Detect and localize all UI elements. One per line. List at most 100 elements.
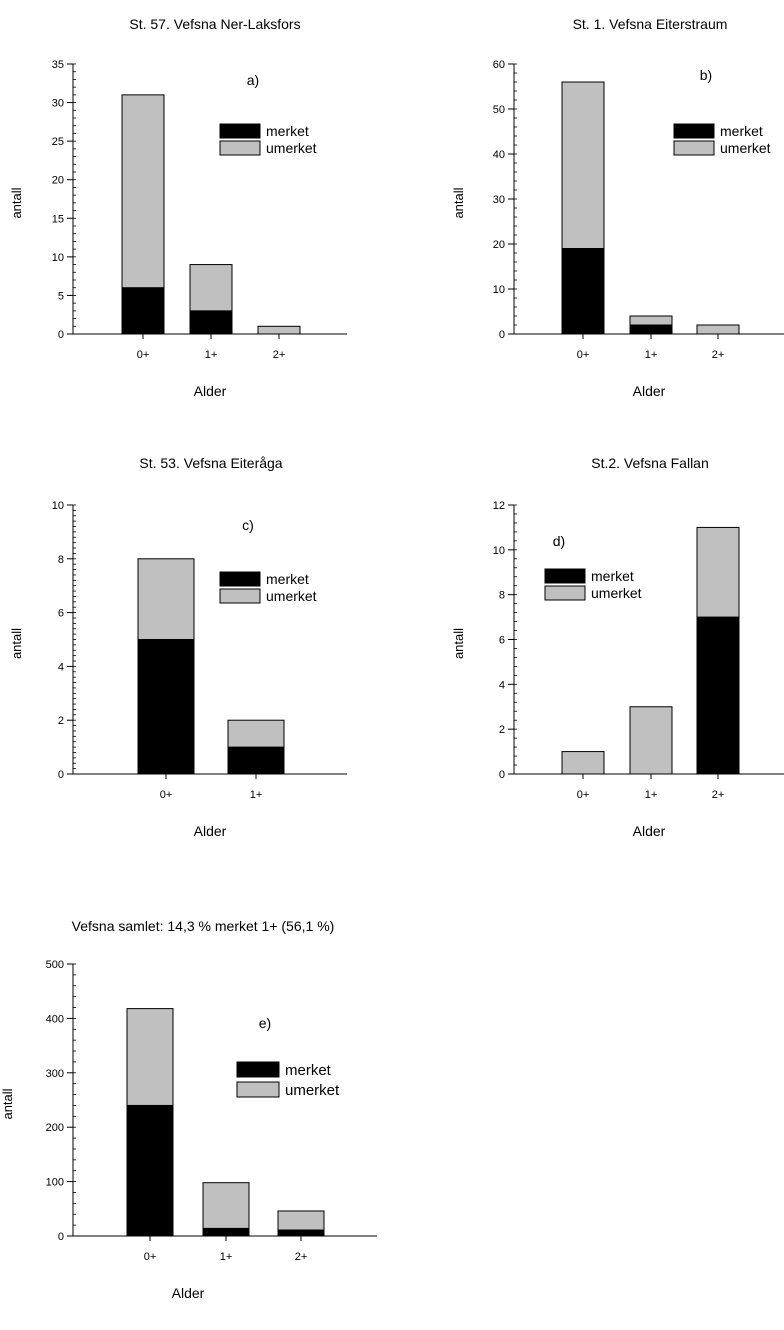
legend-label-umerket: umerket (266, 140, 317, 156)
y-tick-label: 0 (499, 329, 505, 341)
legend-label-merket: merket (720, 123, 763, 139)
x-tick-label: 1+ (250, 789, 263, 801)
legend-label-merket: merket (266, 571, 309, 587)
y-axis-label: antall (0, 1088, 15, 1119)
legend-swatch-umerket (544, 585, 586, 601)
panel-label: e) (259, 1015, 271, 1031)
bar-umerket-1+ (629, 315, 673, 326)
y-tick-label: 2 (499, 724, 505, 736)
y-tick-label: 30 (52, 98, 64, 110)
y-tick-label: 6 (58, 608, 64, 620)
legend-swatch-umerket (236, 1081, 280, 1098)
y-tick-label: 20 (493, 239, 505, 251)
bar-merket-0+ (126, 1104, 174, 1237)
y-tick-label: 0 (58, 769, 64, 781)
bar-merket-1+ (202, 1227, 250, 1237)
chart-title: St.2. Vefsna Fallan (591, 455, 709, 471)
panel-label: b) (700, 67, 712, 83)
legend-label-umerket: umerket (285, 1082, 340, 1099)
x-tick-label: 1+ (645, 349, 658, 361)
legend-swatch-umerket (219, 140, 261, 156)
panel-label: a) (247, 72, 259, 88)
y-tick-label: 10 (493, 545, 505, 557)
y-axis-label: antall (9, 628, 24, 659)
bar-umerket-0+ (126, 1008, 174, 1106)
y-tick-label: 0 (58, 329, 64, 341)
panel-label: d) (553, 533, 565, 549)
y-tick-label: 15 (52, 213, 64, 225)
y-tick-label: 60 (493, 59, 505, 71)
y-tick-label: 200 (46, 1122, 64, 1134)
chart-title: St. 57. Vefsna Ner-Laksfors (129, 16, 300, 32)
x-tick-label: 2+ (273, 349, 286, 361)
y-tick-label: 10 (52, 500, 64, 512)
x-axis-label: Alder (633, 383, 666, 399)
bar-merket-0+ (137, 639, 195, 775)
chart-panel-4: St.2. Vefsna Fallan 0 2 4 6 8 10 12 antall 0+ 1+ 2+… (451, 455, 784, 839)
x-axis-label: Alder (194, 383, 227, 399)
legend-label-umerket: umerket (591, 585, 642, 601)
legend-label-umerket: umerket (720, 140, 771, 156)
y-tick-label: 25 (52, 136, 64, 148)
x-tick-label: 1+ (205, 349, 218, 361)
y-tick-label: 30 (493, 194, 505, 206)
bar-umerket-2+ (257, 325, 301, 335)
x-tick-label: 0+ (577, 789, 590, 801)
y-tick-label: 4 (499, 679, 505, 691)
legend-swatch-umerket (219, 588, 261, 604)
bar-merket-1+ (629, 324, 673, 335)
bar-umerket-2+ (696, 324, 740, 335)
x-tick-label: 1+ (645, 789, 658, 801)
chart-panel-5: Vefsna samlet: 14,3 % merket 1+ (56,1 %)… (0, 918, 377, 1301)
legend-swatch-merket (219, 123, 261, 139)
bar-merket-2+ (277, 1229, 325, 1237)
y-axis-label: antall (451, 187, 466, 218)
x-tick-label: 0+ (577, 349, 590, 361)
chart-panel-3: St. 53. Vefsna Eiteråga 0 2 4 6 8 10 antall 0+ 1+… (9, 455, 347, 839)
y-tick-label: 8 (499, 590, 505, 602)
x-axis-label: Alder (172, 1285, 205, 1301)
legend-swatch-umerket (673, 140, 715, 156)
chart-title: Vefsna samlet: 14,3 % merket 1+ (56,1 %) (72, 918, 335, 934)
legend-swatch-merket (236, 1061, 280, 1078)
bar-umerket-0+ (561, 751, 605, 775)
y-axis-label: antall (9, 187, 24, 218)
y-tick-label: 400 (46, 1013, 64, 1025)
legend-label-merket: merket (266, 123, 309, 139)
legend-swatch-merket (544, 568, 586, 584)
x-tick-label: 2+ (712, 349, 725, 361)
bar-umerket-0+ (121, 94, 165, 289)
bar-merket-2+ (696, 616, 740, 775)
legend-swatch-merket (219, 571, 261, 587)
y-tick-label: 10 (52, 252, 64, 264)
x-tick-label: 0+ (144, 1251, 157, 1263)
bar-umerket-2+ (277, 1210, 325, 1231)
chart-title: St. 53. Vefsna Eiteråga (139, 455, 282, 471)
y-tick-label: 300 (46, 1068, 64, 1080)
y-tick-label: 40 (493, 149, 505, 161)
legend-label-merket: merket (591, 568, 634, 584)
y-tick-label: 8 (58, 554, 64, 566)
bar-umerket-1+ (202, 1182, 250, 1229)
bar-umerket-1+ (189, 264, 233, 312)
bar-merket-1+ (189, 310, 233, 335)
y-tick-label: 100 (46, 1177, 64, 1189)
y-tick-label: 0 (499, 769, 505, 781)
y-tick-label: 50 (493, 104, 505, 116)
x-axis-label: Alder (194, 823, 227, 839)
bar-umerket-0+ (137, 558, 195, 640)
x-tick-label: 0+ (137, 349, 150, 361)
y-tick-label: 6 (499, 635, 505, 647)
y-axis-label: antall (451, 628, 466, 659)
y-tick-label: 4 (58, 661, 64, 673)
y-tick-label: 12 (493, 500, 505, 512)
bar-merket-0+ (561, 248, 605, 335)
chart-panel-2: St. 1. Vefsna Eiterstraum 0 10 20 30 40 50 60 an… (451, 16, 784, 399)
chart-title: St. 1. Vefsna Eiterstraum (573, 16, 728, 32)
